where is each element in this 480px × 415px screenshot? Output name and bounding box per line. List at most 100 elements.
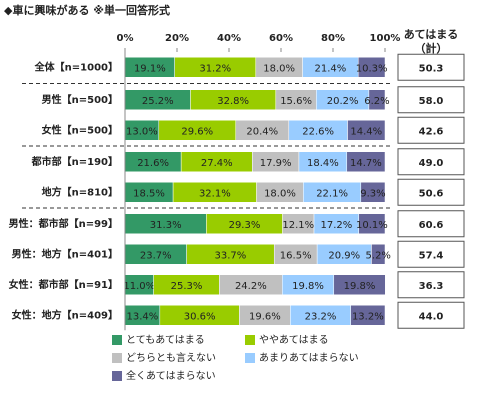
- bar-segment: [371, 244, 386, 265]
- total-label: 44.0: [419, 311, 444, 322]
- value-label: 22.1%: [316, 188, 348, 199]
- legend-label: ややあてはまる: [259, 334, 329, 346]
- legend-swatch: [245, 335, 255, 345]
- bar-segment: [357, 57, 386, 78]
- value-label: 6.2%: [364, 96, 389, 107]
- total-label: 50.3: [419, 63, 444, 74]
- total-cell: [397, 240, 465, 268]
- category-label: 男性：都市部【n=99】: [9, 217, 118, 230]
- bar-segment: [346, 151, 386, 172]
- legend-swatch: [112, 371, 122, 381]
- bar-segment: [368, 89, 386, 110]
- value-label: 29.3%: [229, 220, 261, 231]
- value-label: 14.7%: [350, 158, 382, 169]
- legend-label: あまりあてはまらない: [259, 352, 359, 364]
- value-label: 11.0%: [123, 281, 155, 292]
- value-label: 21.6%: [137, 158, 169, 169]
- total-cell: [397, 301, 465, 329]
- total-label: 50.6: [419, 188, 444, 199]
- total-cell: [397, 210, 465, 238]
- value-label: 19.8%: [292, 281, 324, 292]
- category-label: 男性：地方【n=401】: [12, 247, 118, 260]
- value-label: 20.9%: [328, 250, 360, 261]
- bar-segment: [358, 213, 386, 234]
- value-label: 10.3%: [356, 63, 388, 74]
- total-cell: [397, 53, 465, 81]
- value-label: 15.6%: [280, 96, 312, 107]
- value-label: 21.4%: [315, 63, 347, 74]
- value-label: 29.6%: [181, 126, 213, 137]
- x-tick-label: 60%: [269, 33, 293, 44]
- total-label: 36.3: [419, 281, 444, 292]
- value-label: 19.1%: [134, 63, 166, 74]
- chart-title: ◆車に興味がある ※単一回答形式: [4, 3, 170, 17]
- value-label: 18.0%: [264, 188, 296, 199]
- value-label: 13.4%: [127, 311, 159, 322]
- value-label: 27.4%: [201, 158, 233, 169]
- total-cell: [397, 148, 465, 176]
- value-label: 31.2%: [199, 63, 231, 74]
- bar-segment: [360, 182, 386, 203]
- value-label: 13.0%: [126, 126, 158, 137]
- total-cell: [397, 86, 465, 114]
- category-label: 全体【n=1000】: [34, 60, 118, 73]
- bar-segment: [347, 120, 386, 141]
- x-tick-label: 100%: [370, 33, 401, 44]
- bar-segment: [350, 305, 386, 326]
- value-label: 12.1%: [282, 220, 314, 231]
- total-cell: [397, 116, 465, 144]
- value-label: 32.1%: [199, 188, 231, 199]
- total-label: 42.6: [419, 126, 444, 137]
- legend-swatch: [112, 353, 122, 363]
- value-label: 31.3%: [150, 220, 182, 231]
- totals-header: あてはまる（計）: [403, 28, 459, 55]
- total-cell: [397, 271, 465, 299]
- value-label: 14.4%: [350, 126, 382, 137]
- value-label: 18.4%: [307, 158, 339, 169]
- value-label: 9.3%: [360, 188, 385, 199]
- value-label: 10.1%: [356, 220, 388, 231]
- total-label: 57.4: [419, 250, 444, 261]
- category-label: 女性：地方【n=409】: [12, 308, 118, 321]
- bar-segment: [333, 274, 386, 295]
- legend-label: とてもあてはまる: [126, 334, 205, 346]
- total-cell: [397, 178, 465, 206]
- legend-swatch: [112, 335, 122, 345]
- value-label: 24.2%: [235, 281, 267, 292]
- category-label: 都市部【n=190】: [31, 155, 118, 168]
- value-label: 19.6%: [249, 311, 281, 322]
- category-label: 女性：都市部【n=91】: [9, 278, 118, 291]
- value-label: 5.2%: [366, 250, 391, 261]
- value-label: 25.2%: [142, 96, 174, 107]
- x-tick-label: 20%: [165, 33, 189, 44]
- category-label: 男性【n=500】: [42, 93, 118, 106]
- value-label: 16.5%: [280, 250, 312, 261]
- value-label: 20.4%: [246, 126, 278, 137]
- value-label: 25.3%: [171, 281, 203, 292]
- value-label: 32.8%: [217, 96, 249, 107]
- x-tick-label: 0%: [117, 33, 134, 44]
- value-label: 23.2%: [305, 311, 337, 322]
- category-label: 地方【n=810】: [42, 185, 118, 198]
- value-label: 19.8%: [344, 281, 376, 292]
- total-label: 49.0: [419, 158, 444, 169]
- value-label: 17.9%: [260, 158, 292, 169]
- legend-label: どちらとも言えない: [126, 351, 216, 364]
- value-label: 23.7%: [140, 250, 172, 261]
- value-label: 17.2%: [320, 220, 352, 231]
- total-label: 60.6: [419, 220, 444, 231]
- value-label: 18.5%: [133, 188, 165, 199]
- value-label: 13.2%: [352, 311, 384, 322]
- value-label: 20.2%: [327, 96, 359, 107]
- value-label: 30.6%: [184, 311, 216, 322]
- legend-label: 全くあてはまらない: [126, 369, 216, 382]
- value-label: 18.0%: [263, 63, 295, 74]
- value-label: 22.6%: [302, 126, 334, 137]
- total-label: 58.0: [419, 96, 444, 107]
- x-tick-label: 80%: [321, 33, 345, 44]
- value-label: 33.7%: [215, 250, 247, 261]
- category-label: 女性【n=500】: [42, 123, 118, 136]
- x-tick-label: 40%: [217, 33, 241, 44]
